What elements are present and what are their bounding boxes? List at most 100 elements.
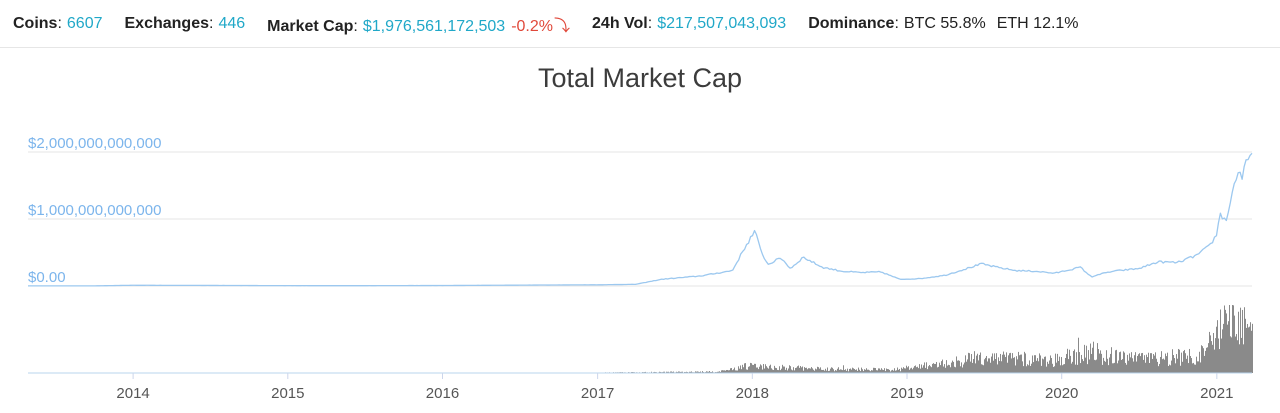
volume-bar xyxy=(881,368,882,373)
volume-bar xyxy=(1178,348,1179,373)
volume-bar xyxy=(790,366,791,373)
grid-lines xyxy=(28,151,1252,287)
volume-bar xyxy=(772,369,773,373)
volume-bar xyxy=(709,371,710,373)
volume-bar xyxy=(985,357,986,373)
volume-bar xyxy=(989,358,990,373)
volume-bar xyxy=(739,368,740,373)
volume-value[interactable]: $217,507,043,093 xyxy=(657,14,787,32)
volume-bar xyxy=(1167,352,1168,373)
dominance-stat: Dominance: BTC 55.8% ETH 12.1% xyxy=(808,14,1079,32)
volume-bar xyxy=(920,368,921,373)
volume-bar xyxy=(1194,364,1195,373)
volume-bar xyxy=(1087,364,1088,373)
market-cap-value[interactable]: $1,976,561,172,503 xyxy=(362,17,506,35)
volume-bar xyxy=(1136,361,1137,373)
volume-bar xyxy=(1187,355,1188,373)
volume-bar xyxy=(734,367,735,373)
volume-bar xyxy=(1218,338,1219,373)
volume-bar xyxy=(981,364,982,373)
volume-bar xyxy=(814,370,815,373)
volume-bar xyxy=(744,363,745,373)
volume-bar xyxy=(1199,351,1200,373)
volume-bar xyxy=(770,364,771,373)
volume-bar xyxy=(1120,351,1121,373)
volume-bar xyxy=(654,371,655,373)
volume-bar xyxy=(988,358,989,373)
volume-bar xyxy=(813,369,814,373)
coins-value[interactable]: 6607 xyxy=(66,14,103,32)
volume-bar xyxy=(1249,326,1250,373)
volume-bar xyxy=(1071,363,1072,373)
x-tick-label: 2017 xyxy=(581,385,614,402)
volume-bar xyxy=(1014,357,1015,373)
volume-bar xyxy=(721,370,722,373)
volume-bar xyxy=(1155,352,1156,373)
volume-bar xyxy=(660,371,661,373)
volume-bar xyxy=(723,370,724,373)
volume-bar xyxy=(895,370,896,373)
exchanges-label: Exchanges xyxy=(124,14,209,32)
volume-bar xyxy=(925,367,926,373)
volume-bar xyxy=(892,369,893,373)
volume-bar xyxy=(934,363,935,373)
volume-bar xyxy=(706,371,707,373)
volume-bar xyxy=(1205,350,1206,373)
volume-bar xyxy=(958,360,959,373)
volume-bar xyxy=(758,369,759,373)
volume-bar xyxy=(964,362,965,373)
volume-bar xyxy=(1044,356,1045,373)
volume-bar xyxy=(1200,362,1201,373)
volume-bar xyxy=(1172,349,1173,373)
volume-bar xyxy=(1003,351,1004,373)
volume-bar xyxy=(799,367,800,373)
volume-bar xyxy=(975,363,976,373)
volume-stat: 24h Vol: $217,507,043,093 xyxy=(592,14,787,32)
volume-bar xyxy=(742,364,743,373)
volume-bar xyxy=(1121,359,1122,373)
volume-bar xyxy=(1216,326,1217,373)
volume-bar xyxy=(900,371,901,373)
dominance-btc[interactable]: BTC 55.8% xyxy=(903,14,986,32)
volume-bar xyxy=(767,367,768,373)
volume-bar xyxy=(850,368,851,373)
volume-bar xyxy=(1142,352,1143,373)
volume-bar xyxy=(755,363,756,373)
volume-bar xyxy=(766,366,767,373)
volume-bar xyxy=(1098,349,1099,373)
volume-bar xyxy=(809,368,810,373)
volume-bar xyxy=(800,365,801,373)
volume-bar xyxy=(917,366,918,373)
volume-bar xyxy=(931,367,932,373)
volume-bar xyxy=(697,371,698,373)
volume-bar xyxy=(1158,366,1159,373)
volume-bar xyxy=(786,367,787,373)
volume-bar xyxy=(1225,309,1226,373)
volume-bar xyxy=(1114,362,1115,373)
volume-bar xyxy=(1059,356,1060,373)
volume-bar xyxy=(836,370,837,373)
coins-label: Coins xyxy=(13,14,58,32)
volume-bar xyxy=(707,371,708,373)
volume-bar xyxy=(841,369,842,373)
volume-bar xyxy=(736,370,737,373)
dominance-eth[interactable]: ETH 12.1% xyxy=(996,14,1079,32)
exchanges-value[interactable]: 446 xyxy=(218,14,246,32)
volume-bar xyxy=(983,365,984,373)
volume-bar xyxy=(1192,363,1193,373)
volume-bar xyxy=(1084,344,1085,373)
volume-bar xyxy=(893,370,894,373)
volume-bar xyxy=(729,370,730,373)
volume-bar xyxy=(903,367,904,373)
volume-bar xyxy=(1207,347,1208,373)
volume-bar xyxy=(765,364,766,373)
volume-bar xyxy=(1248,327,1249,373)
volume-bar xyxy=(1024,351,1025,373)
volume-bar xyxy=(1021,354,1022,373)
volume-bar xyxy=(762,369,763,373)
volume-bar xyxy=(883,370,884,373)
volume-bar xyxy=(1125,362,1126,373)
volume-bar xyxy=(910,368,911,373)
volume-bar xyxy=(998,357,999,373)
